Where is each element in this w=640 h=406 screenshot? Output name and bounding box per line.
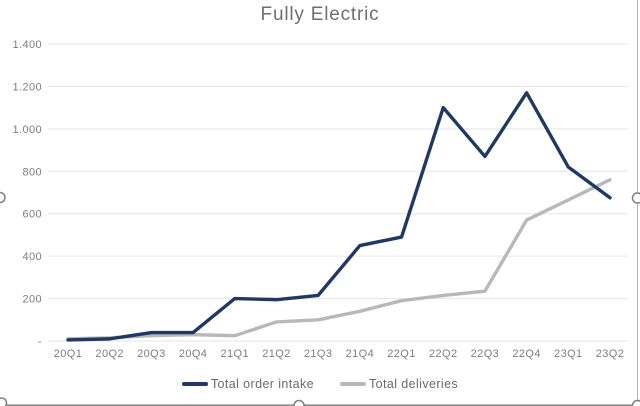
- chart-legend: Total order intake Total deliveries: [0, 377, 640, 391]
- series-line-total-deliveries[interactable]: [66, 178, 612, 341]
- resize-handle-left-middle[interactable]: [0, 191, 6, 204]
- y-tick-label: 600: [22, 209, 42, 221]
- x-tick-label: 22Q3: [471, 348, 500, 360]
- x-axis-tick-labels: 20Q1 20Q2 20Q3 20Q4 21Q1 21Q2 21Q3 21Q4 22Q1 22Q2…: [54, 348, 625, 360]
- y-tick-label: 1.000: [12, 124, 42, 136]
- y-tick-label: 800: [22, 166, 42, 178]
- y-tick-label: 200: [22, 294, 42, 306]
- resize-handle-right-middle[interactable]: [631, 192, 640, 204]
- x-tick-label: 21Q2: [262, 348, 291, 360]
- x-tick-label: 20Q3: [137, 348, 166, 360]
- y-tick-label: 1.400: [12, 39, 42, 51]
- legend-label: Total deliveries: [369, 377, 459, 391]
- resize-handle-bottom-right[interactable]: [631, 399, 640, 406]
- x-tick-label: 22Q1: [387, 348, 416, 360]
- x-tick-label: 22Q2: [429, 348, 458, 360]
- order-intake-line-swatch: [181, 382, 208, 386]
- x-tick-label: 20Q2: [95, 348, 124, 360]
- gridlines: [48, 43, 628, 342]
- deliveries-line-swatch: [340, 382, 366, 386]
- legend-label: Total order intake: [210, 377, 314, 391]
- x-tick-label: 22Q4: [512, 348, 541, 360]
- chart-title: Fully Electric: [260, 4, 380, 25]
- series-line-total-order-intake[interactable]: [66, 91, 612, 342]
- x-tick-label: 21Q4: [346, 348, 375, 360]
- x-tick-label: 23Q2: [596, 348, 625, 360]
- y-axis-tick-labels: - 200 400 600 800 1.000 1.200 1.400: [12, 39, 42, 348]
- legend-item-deliveries[interactable]: Total deliveries: [340, 377, 458, 391]
- resize-handle-bottom-left[interactable]: [0, 397, 8, 406]
- y-tick-label: 1.200: [12, 81, 42, 93]
- resize-handle-bottom-middle[interactable]: [293, 399, 305, 406]
- x-tick-label: 20Q1: [54, 348, 83, 360]
- legend-item-order-intake[interactable]: Total order intake: [181, 377, 314, 391]
- x-tick-label: 23Q1: [554, 348, 583, 360]
- series-lines: [66, 91, 612, 342]
- y-tick-label: 400: [22, 251, 42, 263]
- x-tick-label: 21Q3: [304, 348, 333, 360]
- y-tick-label: -: [38, 336, 42, 348]
- x-tick-label: 20Q4: [179, 348, 208, 360]
- x-tick-label: 21Q1: [221, 348, 250, 360]
